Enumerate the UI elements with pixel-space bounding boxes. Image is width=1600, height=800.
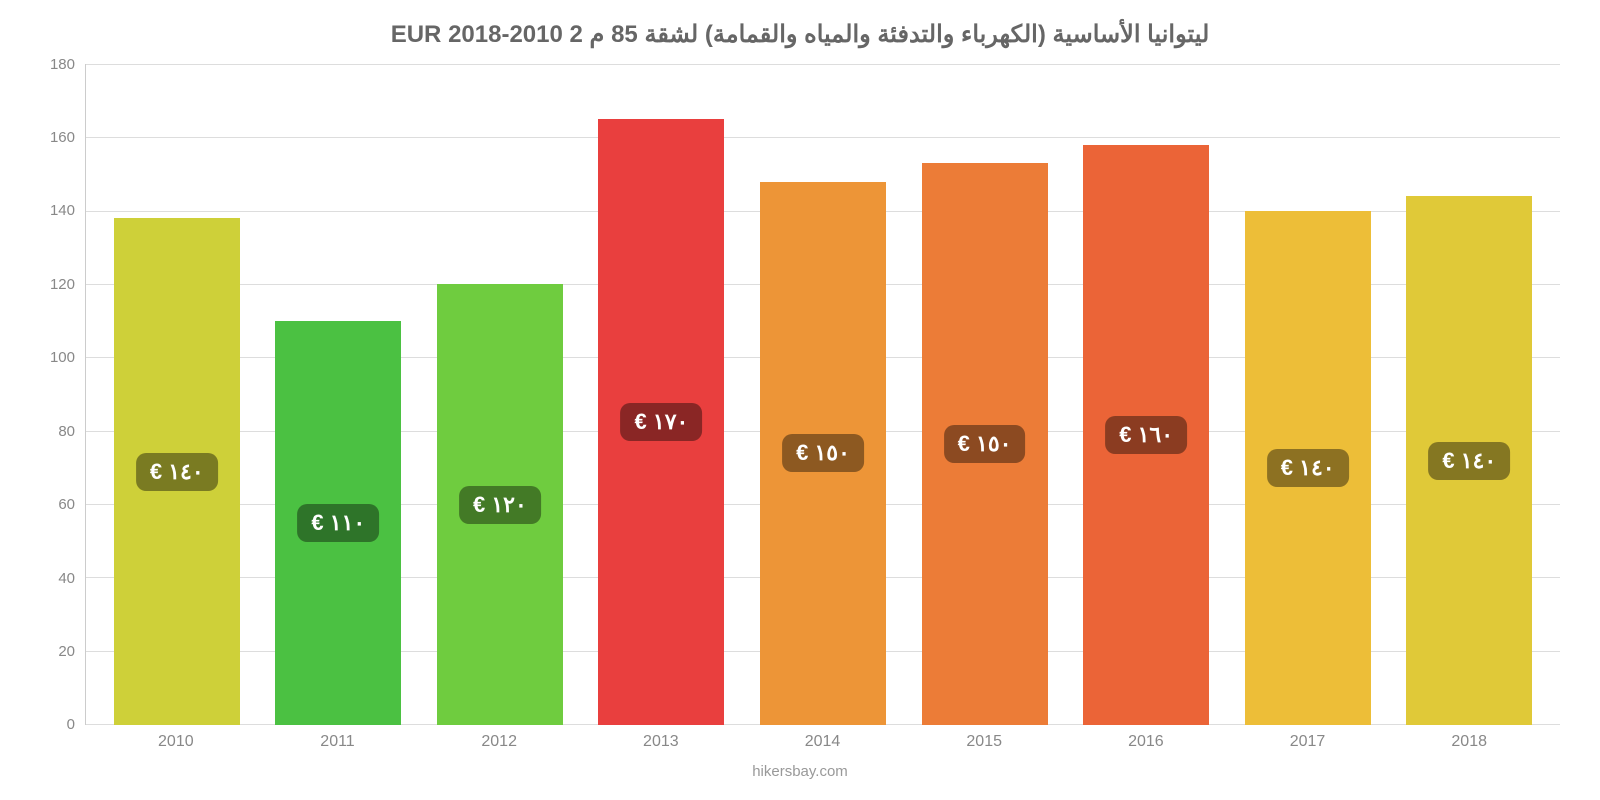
bar: ١٦٠ €	[1083, 145, 1209, 725]
x-tick-label: 2012	[418, 733, 580, 751]
bar-wrap: ١٤٠ €	[96, 64, 258, 725]
bar-wrap: ١٥٠ €	[742, 64, 904, 725]
value-badge: ١٥٠ €	[782, 434, 864, 472]
x-axis: 201020112012201320142015201620172018	[40, 733, 1560, 751]
x-labels: 201020112012201320142015201620172018	[85, 733, 1560, 751]
x-tick-label: 2010	[95, 733, 257, 751]
value-badge: ١٧٠ €	[621, 403, 703, 441]
value-badge: ١٥٠ €	[944, 425, 1026, 463]
value-badge: ١٤٠ €	[136, 453, 218, 491]
x-tick-label: 2011	[257, 733, 419, 751]
bar: ١١٠ €	[275, 321, 401, 725]
x-tick-label: 2016	[1065, 733, 1227, 751]
bar-wrap: ١٢٠ €	[419, 64, 581, 725]
bar-wrap: ١٤٠ €	[1227, 64, 1389, 725]
chart-area: 180160140120100806040200 ١٤٠ € ١١٠ € ١٢٠ €…	[40, 64, 1560, 725]
bar: ١٧٠ €	[598, 119, 724, 725]
value-badge: ١٤٠ €	[1428, 442, 1510, 480]
bar-wrap: ١٧٠ €	[581, 64, 743, 725]
bar: ١٥٠ €	[922, 163, 1048, 725]
value-badge: ١٢٠ €	[459, 486, 541, 524]
bar: ١٤٠ €	[114, 218, 240, 725]
value-badge: ١١٠ €	[297, 504, 379, 542]
bar-wrap: ١٤٠ €	[1389, 64, 1551, 725]
source-label: hikersbay.com	[40, 763, 1560, 780]
bar-wrap: ١٥٠ €	[904, 64, 1066, 725]
bar: ١٤٠ €	[1245, 211, 1371, 725]
bars-container: ١٤٠ € ١١٠ € ١٢٠ € ١٧٠ € ١٥٠ € ١٥٠ € ١٦٠ € ١٤٠ €…	[86, 64, 1560, 725]
x-tick-label: 2017	[1227, 733, 1389, 751]
chart-title: ليتوانيا الأساسية (الكهرباء والتدفئة وال…	[40, 20, 1560, 49]
plot-area: ١٤٠ € ١١٠ € ١٢٠ € ١٧٠ € ١٥٠ € ١٥٠ € ١٦٠ € ١٤٠ €…	[85, 64, 1560, 725]
bar-wrap: ١٦٠ €	[1065, 64, 1227, 725]
bar: ١٥٠ €	[760, 182, 886, 725]
value-badge: ١٤٠ €	[1267, 449, 1349, 487]
x-tick-label: 2018	[1388, 733, 1550, 751]
value-badge: ١٦٠ €	[1105, 416, 1187, 454]
x-tick-label: 2014	[742, 733, 904, 751]
x-tick-label: 2013	[580, 733, 742, 751]
bar-wrap: ١١٠ €	[258, 64, 420, 725]
x-tick-label: 2015	[903, 733, 1065, 751]
bar: ١٢٠ €	[437, 284, 563, 725]
y-axis: 180160140120100806040200	[40, 64, 85, 725]
bar: ١٤٠ €	[1406, 196, 1532, 725]
